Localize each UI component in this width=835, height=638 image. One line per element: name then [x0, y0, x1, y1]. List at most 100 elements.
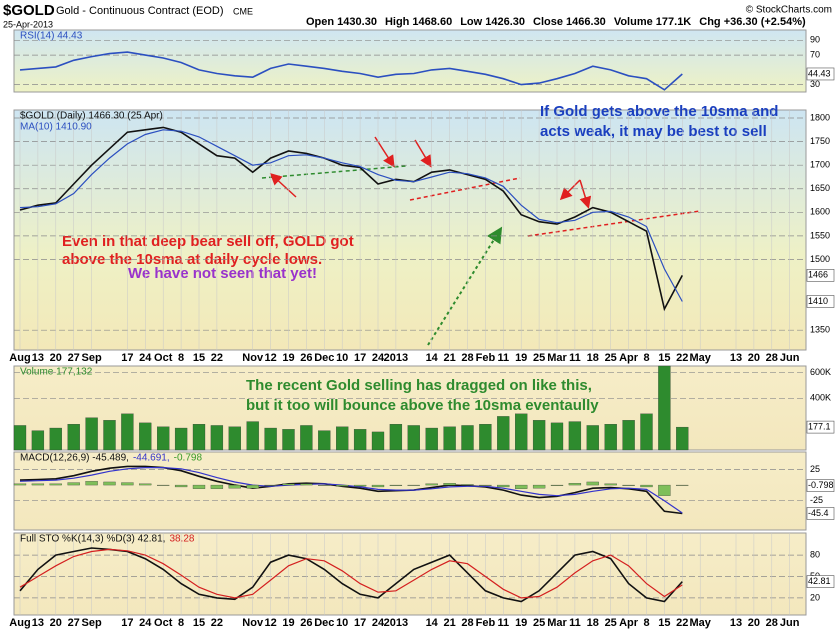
- bar: [479, 484, 492, 486]
- x-tick-label: 11: [569, 352, 581, 364]
- annotation: We have not seen that yet!: [128, 265, 317, 282]
- bar: [336, 426, 349, 451]
- x-tick-label: 17: [121, 352, 133, 364]
- bar: [443, 483, 456, 486]
- x-tick-label: 15: [658, 617, 670, 629]
- x-tick-label: 18: [587, 352, 599, 364]
- bar: [103, 420, 116, 451]
- bar: [300, 483, 313, 486]
- bar: [353, 484, 367, 487]
- x-tick-label: 20: [50, 352, 62, 364]
- y-tick-label: 1700: [810, 160, 830, 170]
- annotation: acts weak, it may be best to sell: [540, 123, 767, 140]
- x-tick-label: Feb: [476, 617, 496, 629]
- x-tick-label: 17: [354, 617, 366, 629]
- x-tick-label: 26: [300, 352, 312, 364]
- value-tag: 1410: [808, 296, 828, 306]
- x-tick-label: Oct: [154, 617, 173, 629]
- bar: [121, 482, 134, 486]
- bar: [174, 484, 188, 488]
- bar: [246, 484, 259, 489]
- legend-entry: $GOLD (Daily) 1466.30 (25 Apr): [20, 111, 163, 122]
- annotation: If Gold gets above the 10sma and: [540, 103, 778, 120]
- x-tick-label: 19: [515, 352, 527, 364]
- arrow: [579, 179, 592, 209]
- x-tick-label: 28: [766, 352, 778, 364]
- arrow: [559, 179, 581, 201]
- bar: [622, 484, 635, 486]
- bar: [139, 483, 152, 486]
- annotation: but it too will bounce above the 10sma e…: [246, 397, 599, 414]
- value-tag-box: [806, 479, 835, 492]
- bar: [407, 484, 420, 486]
- bar: [479, 424, 492, 451]
- y-tick-label: 70: [810, 49, 820, 59]
- bar: [210, 425, 224, 451]
- x-tick-label: Aug: [9, 352, 30, 364]
- arrow: [414, 139, 432, 168]
- x-tick-label: 25: [533, 617, 545, 629]
- value-tag-box: [806, 507, 835, 520]
- y-tick-label: 1800: [810, 112, 830, 122]
- copyright: © StockCharts.com: [746, 5, 832, 16]
- bar: [282, 429, 295, 451]
- x-tick-label: 25: [605, 352, 617, 364]
- x-tick-label: 13: [730, 617, 742, 629]
- bar: [461, 425, 474, 451]
- x-tick-label: 18: [587, 617, 599, 629]
- x-tick-label: 19: [515, 617, 527, 629]
- bar: [264, 484, 277, 486]
- panel: [13, 532, 807, 616]
- x-tick-label: 17: [354, 352, 366, 364]
- bar: [658, 365, 671, 451]
- value-tag: -0.798: [808, 480, 834, 490]
- bar: [157, 484, 170, 486]
- x-tick-label: Sep: [82, 352, 102, 364]
- annotation: The recent Gold selling has dragged on l…: [246, 377, 592, 394]
- bar: [515, 484, 528, 489]
- symbol: $GOLD: [3, 2, 55, 19]
- bar: [497, 416, 510, 451]
- bar: [497, 484, 510, 488]
- y-tick-label: 1650: [810, 183, 830, 193]
- y-tick-label: 80: [810, 549, 820, 559]
- y-tick-label: 25: [810, 464, 820, 474]
- bar: [407, 425, 420, 451]
- legend-entry: -44.691,: [133, 453, 170, 464]
- value-tag-box: [806, 575, 835, 588]
- bar: [121, 413, 134, 451]
- quote-item: High 1468.60: [385, 16, 452, 28]
- value-tag-box: [806, 420, 835, 434]
- x-tick-label: 2013: [384, 617, 408, 629]
- bar: [192, 484, 206, 489]
- bar: [568, 421, 582, 451]
- quote-item: Close 1466.30: [533, 16, 606, 28]
- bar: [31, 483, 45, 486]
- x-tick-label: 20: [748, 352, 760, 364]
- bar: [318, 430, 331, 451]
- legend-entry: 38.28: [169, 534, 194, 545]
- value-tag-box: [806, 295, 835, 308]
- x-tick-label: 8: [643, 617, 649, 629]
- bar: [461, 484, 474, 486]
- value-tag: 177.1: [808, 421, 831, 431]
- bar: [676, 484, 689, 486]
- x-tick-label: 11: [497, 617, 509, 629]
- y-tick-label: 20: [810, 592, 820, 602]
- annotation: Even in that deep bear sell off, GOLD go…: [62, 233, 354, 250]
- legend-entry: MACD(12,26,9) -45.489,: [20, 453, 129, 464]
- value-tag: -45.4: [808, 508, 829, 518]
- bar: [264, 427, 277, 451]
- x-tick-label: May: [689, 617, 711, 629]
- panel: [13, 29, 807, 93]
- x-tick-label: 22: [676, 352, 688, 364]
- series-line: [19, 126, 684, 312]
- bar: [49, 427, 62, 451]
- bar: [586, 481, 599, 486]
- bar: [568, 483, 582, 486]
- x-tick-label: 14: [426, 617, 439, 629]
- bar: [353, 429, 367, 451]
- instrument-name: Gold - Continuous Contract (EOD): [56, 5, 224, 17]
- bar: [67, 482, 80, 486]
- series-line: [19, 129, 683, 302]
